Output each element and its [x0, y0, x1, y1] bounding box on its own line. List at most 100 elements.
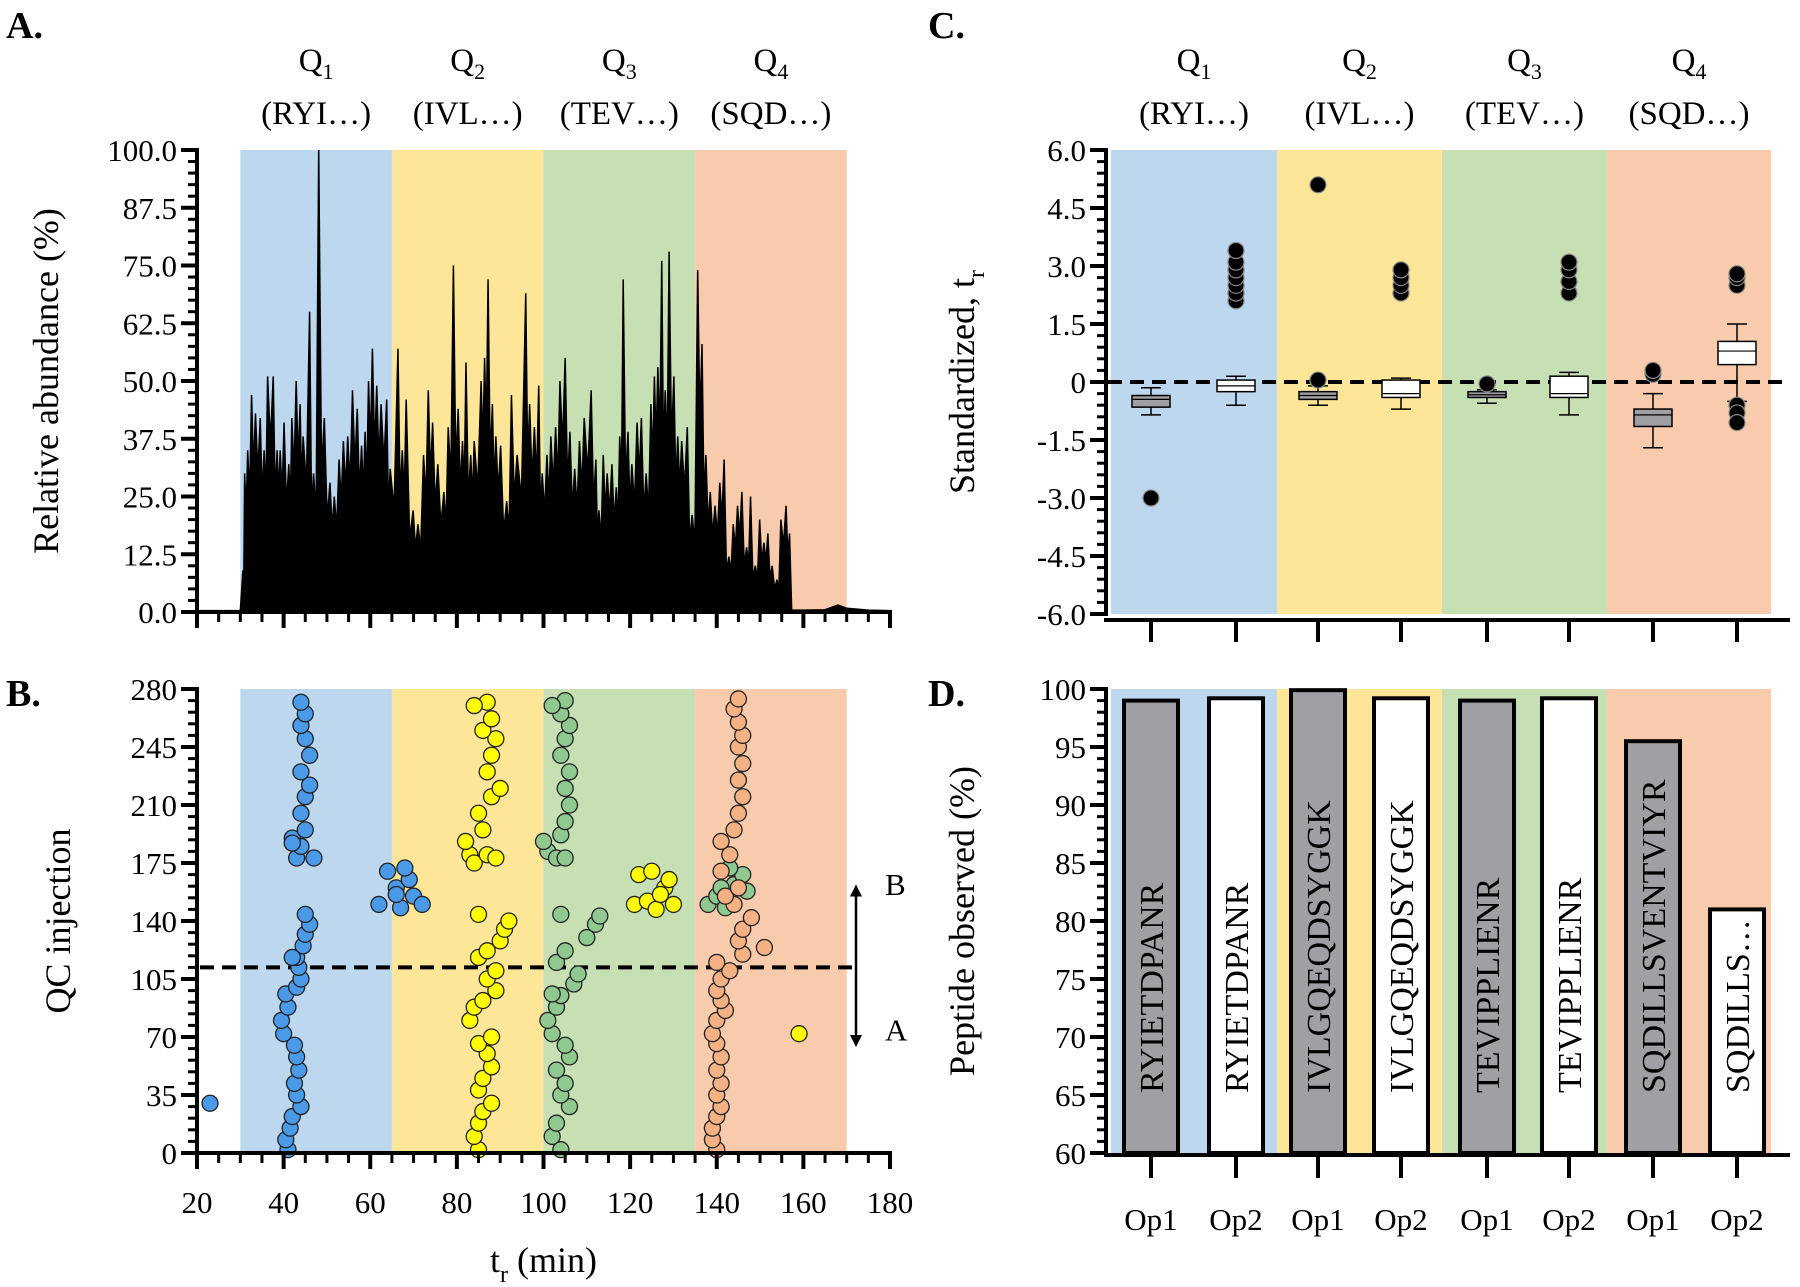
quartile-subscript: 4: [777, 59, 788, 84]
outlier-point: [1309, 176, 1327, 194]
panel-b-y-axis: 0 35 70 105 140 175 210 245 280: [131, 672, 199, 1171]
scatter-point: [734, 788, 752, 806]
quartile-peptide: (IVL…): [1305, 96, 1415, 132]
scatter-point: [556, 849, 574, 867]
panel-d-y-axis-title: Peptide observed (%): [942, 766, 982, 1076]
quartile-peptide: (SQD…): [1629, 96, 1750, 132]
panel-a-chromatogram: [196, 149, 891, 613]
scatter-point: [560, 716, 579, 735]
scatter-point: [285, 1036, 304, 1054]
scatter-point: [790, 1025, 808, 1043]
scatter-point: [643, 862, 661, 880]
scatter-point: [474, 991, 492, 1010]
scatter-point: [292, 763, 310, 781]
bar-3: IVLGQEQDSYGGK: [1289, 688, 1347, 1155]
bar-2: RYIETDPANR: [1207, 696, 1265, 1156]
panel-a-quartile-label-3: Q3 (TEV…): [560, 43, 679, 132]
panel-c-quartile-label-1: Q1 (RYI…): [1139, 43, 1249, 132]
outlier-point: [1728, 265, 1746, 283]
y-tick-label: 25.0: [123, 480, 177, 515]
period-label-b: B: [885, 867, 906, 902]
y-tick-label: 65: [1055, 1078, 1086, 1113]
scatter-point: [296, 821, 314, 839]
scatter-point: [742, 909, 761, 927]
bar-6: TEVIPPLIENR: [1540, 696, 1598, 1156]
bar-4: IVLGQEQDSYGGK: [1372, 696, 1430, 1156]
x-tick-label-operator: Op1: [1460, 1202, 1513, 1237]
quartile-name: Q1: [1177, 43, 1212, 84]
quartile-subscript: 3: [1531, 59, 1542, 84]
scatter-point: [487, 730, 505, 748]
x-tick-label-operator: Op2: [1710, 1202, 1763, 1237]
scatter-point: [539, 1011, 557, 1030]
arrow-head-up: [850, 884, 862, 897]
bar: [1207, 696, 1265, 1156]
quartile-name: Q1: [299, 43, 334, 84]
scatter-point: [556, 1074, 574, 1093]
panel-a-x-axis: [195, 610, 892, 628]
x-tick-label-operator: Op2: [1542, 1202, 1595, 1237]
bar-5: TEVIPPLIENR: [1458, 698, 1516, 1155]
scatter-point: [547, 1114, 566, 1132]
quartile-subscript: 1: [1200, 59, 1211, 84]
scatter-point: [283, 834, 301, 852]
y-tick-label: 75: [1055, 962, 1086, 997]
scatter-point: [487, 962, 505, 980]
y-title-main: Standardized, t: [942, 278, 982, 494]
outlier-point: [1309, 371, 1327, 389]
quartile-letter: Q: [1342, 43, 1366, 79]
y-tick-label: 140: [131, 904, 178, 939]
scatter-point: [560, 1097, 579, 1116]
bar-peptide-label: TEVIPPLIENR: [1470, 877, 1507, 1093]
panel-a-quartile-label-4: Q4 (SQD…): [710, 43, 831, 132]
y-tick-label: -3.0: [1037, 481, 1086, 516]
scatter-point: [552, 746, 570, 764]
quartile-peptide: (TEV…): [560, 96, 679, 132]
x-tick-label: 180: [867, 1185, 914, 1220]
scatter-point: [647, 900, 665, 919]
y-tick-label: 37.5: [123, 422, 177, 457]
panel-d-x-axis: Op1 Op2 Op1 Op2 Op1 Op2 Op1 Op2: [1104, 1153, 1790, 1237]
scatter-point: [469, 905, 488, 924]
x-tick-label: 120: [607, 1185, 654, 1220]
period-label-a: A: [885, 1013, 908, 1048]
quartile-peptide: (RYI…): [261, 96, 371, 132]
y-tick-label: 60: [1055, 1136, 1086, 1171]
scatter-point: [296, 905, 314, 924]
y-tick-label: 3.0: [1047, 249, 1086, 284]
y-tick-label: 75.0: [123, 249, 177, 284]
quartile-peptide: (IVL…): [413, 96, 523, 132]
x-tick-label-operator: Op2: [1374, 1202, 1427, 1237]
x-tick-label: 80: [441, 1185, 472, 1220]
quartile-subscript: 3: [626, 59, 637, 84]
scatter-point: [482, 710, 501, 728]
scatter-point: [478, 942, 496, 960]
scatter-point: [300, 746, 319, 764]
scatter-point: [712, 832, 730, 851]
y-tick-label: 85: [1055, 846, 1086, 881]
quartile-subscript: 2: [1366, 59, 1377, 84]
scatter-point: [413, 895, 431, 914]
box-Q4-Op2: [1717, 265, 1757, 432]
y-tick-label: 210: [131, 788, 178, 823]
x-title-unit: (min): [508, 1240, 597, 1280]
y-tick-label: 4.5: [1047, 191, 1086, 226]
scatter-point: [560, 763, 579, 781]
bar-peptide-label: RYIETDPANR: [1219, 882, 1256, 1093]
bar-1: RYIETDPANR: [1122, 698, 1180, 1155]
scatter-point: [547, 1061, 566, 1079]
scatter-series-Q2: [456, 693, 808, 1159]
bar-peptide-label: RYIETDPANR: [1134, 882, 1171, 1093]
bar: [1372, 696, 1430, 1156]
panel-c-x-axis: [1104, 618, 1790, 642]
bar-peptide-label: SQDILLSVENTVIYR: [1636, 779, 1673, 1093]
scatter-point: [465, 696, 483, 715]
box-Q1-Op1: [1131, 387, 1171, 507]
scatter-point: [456, 832, 475, 851]
y-tick-label: 80: [1055, 904, 1086, 939]
period-arrow: BA: [850, 867, 908, 1048]
scatter-point: [721, 962, 739, 980]
iqr-box: [1381, 379, 1421, 399]
scatter-point: [734, 754, 752, 773]
